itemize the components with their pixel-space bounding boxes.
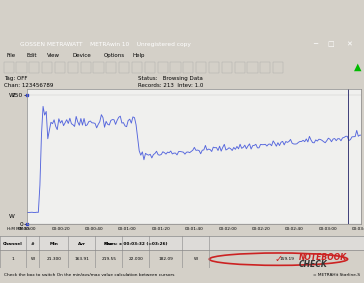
Text: Channel: Channel — [3, 242, 23, 246]
Text: 163.91: 163.91 — [75, 257, 89, 261]
Text: Check the box to switch On the min/avs/max value calculation between cursors: Check the box to switch On the min/avs/m… — [4, 273, 174, 277]
Text: #: # — [31, 242, 34, 246]
FancyBboxPatch shape — [94, 62, 104, 72]
Text: Max: Max — [104, 242, 114, 246]
FancyBboxPatch shape — [260, 62, 270, 72]
FancyBboxPatch shape — [196, 62, 206, 72]
Text: ✓: ✓ — [274, 254, 282, 264]
FancyBboxPatch shape — [55, 62, 65, 72]
FancyBboxPatch shape — [170, 62, 181, 72]
Text: ✕: ✕ — [347, 41, 352, 47]
Text: 00:00:40: 00:00:40 — [85, 227, 103, 231]
Text: W: W — [9, 93, 15, 98]
Text: Records: 213  Intev: 1.0: Records: 213 Intev: 1.0 — [138, 83, 204, 88]
Text: Edit: Edit — [26, 53, 37, 58]
Text: 00:00:00: 00:00:00 — [18, 227, 36, 231]
Text: Curs: x 00:03:32 (=03:26): Curs: x 00:03:32 (=03:26) — [104, 242, 167, 246]
FancyBboxPatch shape — [68, 62, 78, 72]
FancyBboxPatch shape — [29, 62, 39, 72]
FancyBboxPatch shape — [16, 62, 27, 72]
Text: 00:01:00: 00:01:00 — [118, 227, 137, 231]
FancyBboxPatch shape — [234, 62, 245, 72]
FancyBboxPatch shape — [273, 62, 283, 72]
Text: NOTEBOOK: NOTEBOOK — [298, 253, 347, 262]
Text: 21.300: 21.300 — [46, 257, 61, 261]
Text: 159.19: 159.19 — [279, 257, 294, 261]
Text: CHECK: CHECK — [298, 260, 327, 269]
Bar — [0, 236, 364, 250]
Text: 00:01:20: 00:01:20 — [151, 227, 170, 231]
Text: W: W — [9, 214, 15, 219]
FancyBboxPatch shape — [119, 62, 129, 72]
Text: Min: Min — [49, 242, 58, 246]
Text: 00:03:20: 00:03:20 — [352, 227, 364, 231]
Text: 219.55: 219.55 — [101, 257, 116, 261]
Text: GOSSEN METRAWATT    METRAwin 10    Unregistered copy: GOSSEN METRAWATT METRAwin 10 Unregistere… — [20, 42, 191, 47]
Text: File: File — [7, 53, 16, 58]
Text: Device: Device — [73, 53, 92, 58]
Text: 00:02:00: 00:02:00 — [218, 227, 237, 231]
Text: ▲: ▲ — [353, 62, 361, 72]
FancyBboxPatch shape — [4, 62, 14, 72]
FancyBboxPatch shape — [145, 62, 155, 72]
FancyBboxPatch shape — [248, 62, 258, 72]
Text: Help: Help — [133, 53, 145, 58]
Text: 00:02:40: 00:02:40 — [285, 227, 304, 231]
Text: View: View — [47, 53, 60, 58]
FancyBboxPatch shape — [209, 62, 219, 72]
Text: 00:00:20: 00:00:20 — [51, 227, 70, 231]
Text: Tag: OFF: Tag: OFF — [4, 76, 28, 81]
Text: Avr: Avr — [78, 242, 86, 246]
FancyBboxPatch shape — [132, 62, 142, 72]
Text: ─: ─ — [313, 41, 317, 47]
Text: W: W — [194, 257, 198, 261]
Text: Options: Options — [104, 53, 125, 58]
Text: 22.000: 22.000 — [128, 257, 143, 261]
Text: H:M MM:SS: H:M MM:SS — [7, 227, 30, 231]
FancyBboxPatch shape — [106, 62, 116, 72]
FancyBboxPatch shape — [158, 62, 168, 72]
Text: 00:02:20: 00:02:20 — [252, 227, 270, 231]
Text: Chan: 123456789: Chan: 123456789 — [4, 83, 54, 88]
Text: W: W — [31, 257, 35, 261]
FancyBboxPatch shape — [222, 62, 232, 72]
Text: 182.09: 182.09 — [158, 257, 173, 261]
FancyBboxPatch shape — [183, 62, 193, 72]
FancyBboxPatch shape — [80, 62, 91, 72]
FancyBboxPatch shape — [42, 62, 52, 72]
Text: = METRAHit Starline-S: = METRAHit Starline-S — [313, 273, 360, 277]
Text: 00:03:00: 00:03:00 — [319, 227, 337, 231]
Text: 00:01:40: 00:01:40 — [185, 227, 204, 231]
Text: Status:   Browsing Data: Status: Browsing Data — [138, 76, 203, 81]
Text: 1: 1 — [12, 257, 15, 261]
Text: □: □ — [327, 41, 334, 47]
